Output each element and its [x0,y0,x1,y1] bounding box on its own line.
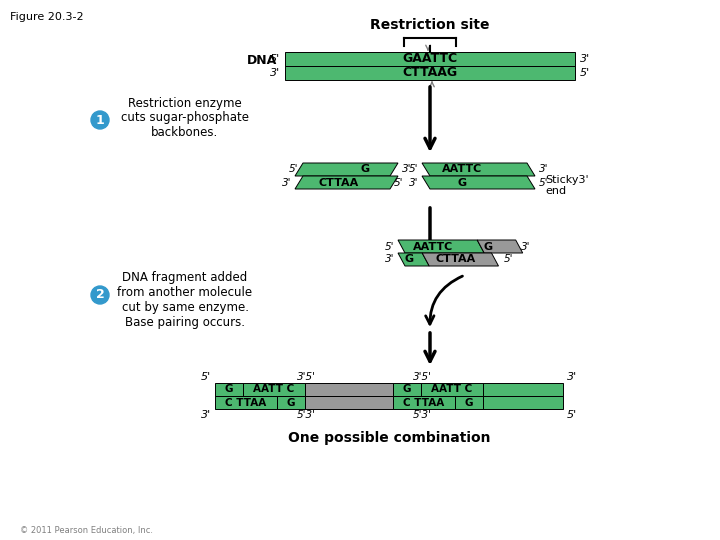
Text: 3': 3' [521,241,531,252]
Bar [243,383,305,396]
Text: 3': 3' [402,165,412,174]
Text: AATT C: AATT C [253,384,294,395]
Text: 5': 5' [408,165,418,174]
Polygon shape [398,253,429,266]
Polygon shape [422,163,535,176]
Text: 2: 2 [96,288,104,301]
Text: AATTC: AATTC [442,165,482,174]
Bar [305,396,393,409]
Polygon shape [422,253,498,266]
Bar [215,383,243,396]
Text: 5': 5' [201,372,211,382]
Text: 1: 1 [96,113,104,126]
Text: 3': 3' [270,68,280,78]
Text: 3': 3' [539,165,549,174]
Text: AATT C: AATT C [431,384,472,395]
Text: 5': 5' [539,178,549,187]
Text: 5'3': 5'3' [297,410,315,420]
Bar [285,66,575,80]
Text: 5'3': 5'3' [413,410,431,420]
Polygon shape [477,240,523,253]
Bar [285,52,575,66]
Text: 5': 5' [567,410,577,420]
Bar [277,396,305,409]
Text: © 2011 Pearson Education, Inc.: © 2011 Pearson Education, Inc. [20,525,153,535]
Text: G: G [360,165,369,174]
Text: 3': 3' [408,178,418,187]
Text: G: G [402,384,411,395]
Bar [421,383,483,396]
Text: AATTC: AATTC [413,241,454,252]
Circle shape [91,111,109,129]
Circle shape [91,286,109,304]
Text: 3'5': 3'5' [297,372,315,382]
Text: 3': 3' [567,372,577,382]
Text: G: G [457,178,467,187]
Text: end: end [545,186,566,196]
Text: 5': 5' [394,178,403,187]
Text: G: G [225,384,233,395]
Text: C TTAA: C TTAA [225,397,266,408]
Bar [483,383,563,396]
Text: 5': 5' [580,68,590,78]
Bar [483,396,563,409]
Text: 3': 3' [384,254,394,265]
Text: G: G [484,241,492,252]
Text: 3': 3' [580,54,590,64]
Text: 5': 5' [503,254,513,265]
Text: 3': 3' [282,178,291,187]
Text: 5': 5' [270,54,280,64]
Text: DNA: DNA [247,53,277,66]
Text: Figure 20.3-2: Figure 20.3-2 [10,12,84,22]
Text: Restriction site: Restriction site [370,18,490,32]
Text: GAATTC: GAATTC [402,52,458,65]
Bar [455,396,483,409]
Bar [393,383,421,396]
Text: 3'5': 3'5' [413,372,431,382]
Text: 5': 5' [289,165,298,174]
Text: CTTAAG: CTTAAG [402,66,458,79]
Bar [305,383,393,396]
Polygon shape [295,163,398,176]
Text: 5': 5' [384,241,394,252]
Text: DNA fragment added
from another molecule
cut by same enzyme.
Base pairing occurs: DNA fragment added from another molecule… [117,271,253,329]
Text: Sticky3': Sticky3' [545,175,589,185]
Text: G: G [287,397,295,408]
Polygon shape [422,176,535,189]
Text: 3': 3' [201,410,211,420]
Text: Restriction enzyme
cuts sugar-phosphate
backbones.: Restriction enzyme cuts sugar-phosphate … [121,97,249,139]
Text: G: G [464,397,473,408]
Text: One possible combination: One possible combination [288,431,490,445]
Text: CTTAA: CTTAA [435,254,475,265]
Text: CTTAA: CTTAA [319,178,359,187]
Text: G: G [405,254,413,265]
Bar [393,396,455,409]
Polygon shape [295,176,398,189]
Bar [215,396,277,409]
Polygon shape [398,240,484,253]
Text: C TTAA: C TTAA [403,397,445,408]
